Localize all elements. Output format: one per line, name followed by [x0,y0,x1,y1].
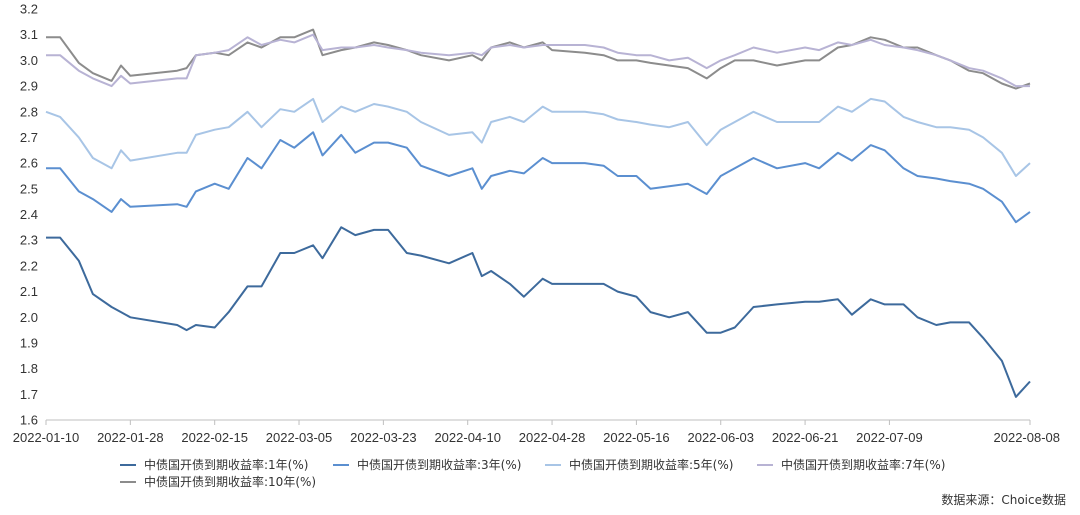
source-note: 数据来源：Choice数据 [941,492,1066,507]
y-tick-label: 3.1 [20,27,38,42]
y-tick-label: 2.1 [20,284,38,299]
legend-label: 中债国开债到期收益率:7年(%) [781,457,945,472]
y-tick-label: 2.4 [20,207,38,222]
y-tick-label: 2.2 [20,258,38,273]
x-tick-label: 2022-04-28 [519,430,586,445]
legend-label: 中债国开债到期收益率:10年(%) [144,474,316,489]
x-tick-label: 2022-07-09 [856,430,923,445]
x-tick-label: 2022-01-10 [13,430,80,445]
legend: 中债国开债到期收益率:1年(%) 中债国开债到期收益率:3年(%) 中债国开债到期收… [120,457,945,489]
legend-item-3: 中债国开债到期收益率:5年(%) [545,457,733,472]
y-tick-label: 2.9 [20,79,38,94]
series-line-3 [45,97,1031,177]
x-tick-label: 2022-06-21 [772,430,839,445]
series-layer [45,28,1031,398]
x-tick-label: 2022-03-23 [350,430,417,445]
y-tick-label: 1.6 [20,413,38,428]
y-tick-label: 1.8 [20,361,38,376]
legend-item-1: 中债国开债到期收益率:1年(%) [120,457,308,472]
legend-label: 中债国开债到期收益率:3年(%) [357,457,521,472]
y-tick-label: 3.2 [20,2,38,17]
series-line-1 [46,226,1031,398]
x-axis-ticks: 2022-01-10 2022-01-28 2022-02-15 2022-03-05… [13,420,1060,445]
legend-item-4: 中债国开债到期收益率:7年(%) [757,457,945,472]
x-tick-label: 2022-04-10 [434,430,501,445]
x-tick-label: 2022-06-03 [687,430,754,445]
legend-item-2: 中债国开债到期收益率:3年(%) [333,457,521,472]
series-line-4 [46,33,1030,88]
legend-label: 中债国开债到期收益率:1年(%) [144,457,308,472]
x-tick-label: 2022-08-08 [994,430,1061,445]
x-tick-label: 2022-03-05 [266,430,333,445]
x-tick-label: 2022-01-28 [97,430,164,445]
y-tick-label: 2.3 [20,233,38,248]
legend-label: 中债国开债到期收益率:5年(%) [569,457,733,472]
y-tick-label: 2.0 [20,310,38,325]
y-tick-label: 1.7 [20,387,38,402]
y-tick-label: 3.0 [20,53,38,68]
y-tick-label: 2.7 [20,130,38,145]
legend-item-5: 中债国开债到期收益率:10年(%) [120,474,316,489]
y-tick-label: 2.5 [20,181,38,196]
x-tick-label: 2022-02-15 [181,430,248,445]
y-tick-label: 1.9 [20,335,38,350]
series-line-2 [46,131,1031,224]
y-axis-ticks: 1.6 1.7 1.8 1.9 2.0 2.1 2.2 2.3 2.4 2.5 2.6 2.7 2.8 2… [20,2,38,428]
x-tick-label: 2022-05-16 [603,430,670,445]
y-tick-label: 2.8 [20,104,38,119]
y-tick-label: 2.6 [20,156,38,171]
